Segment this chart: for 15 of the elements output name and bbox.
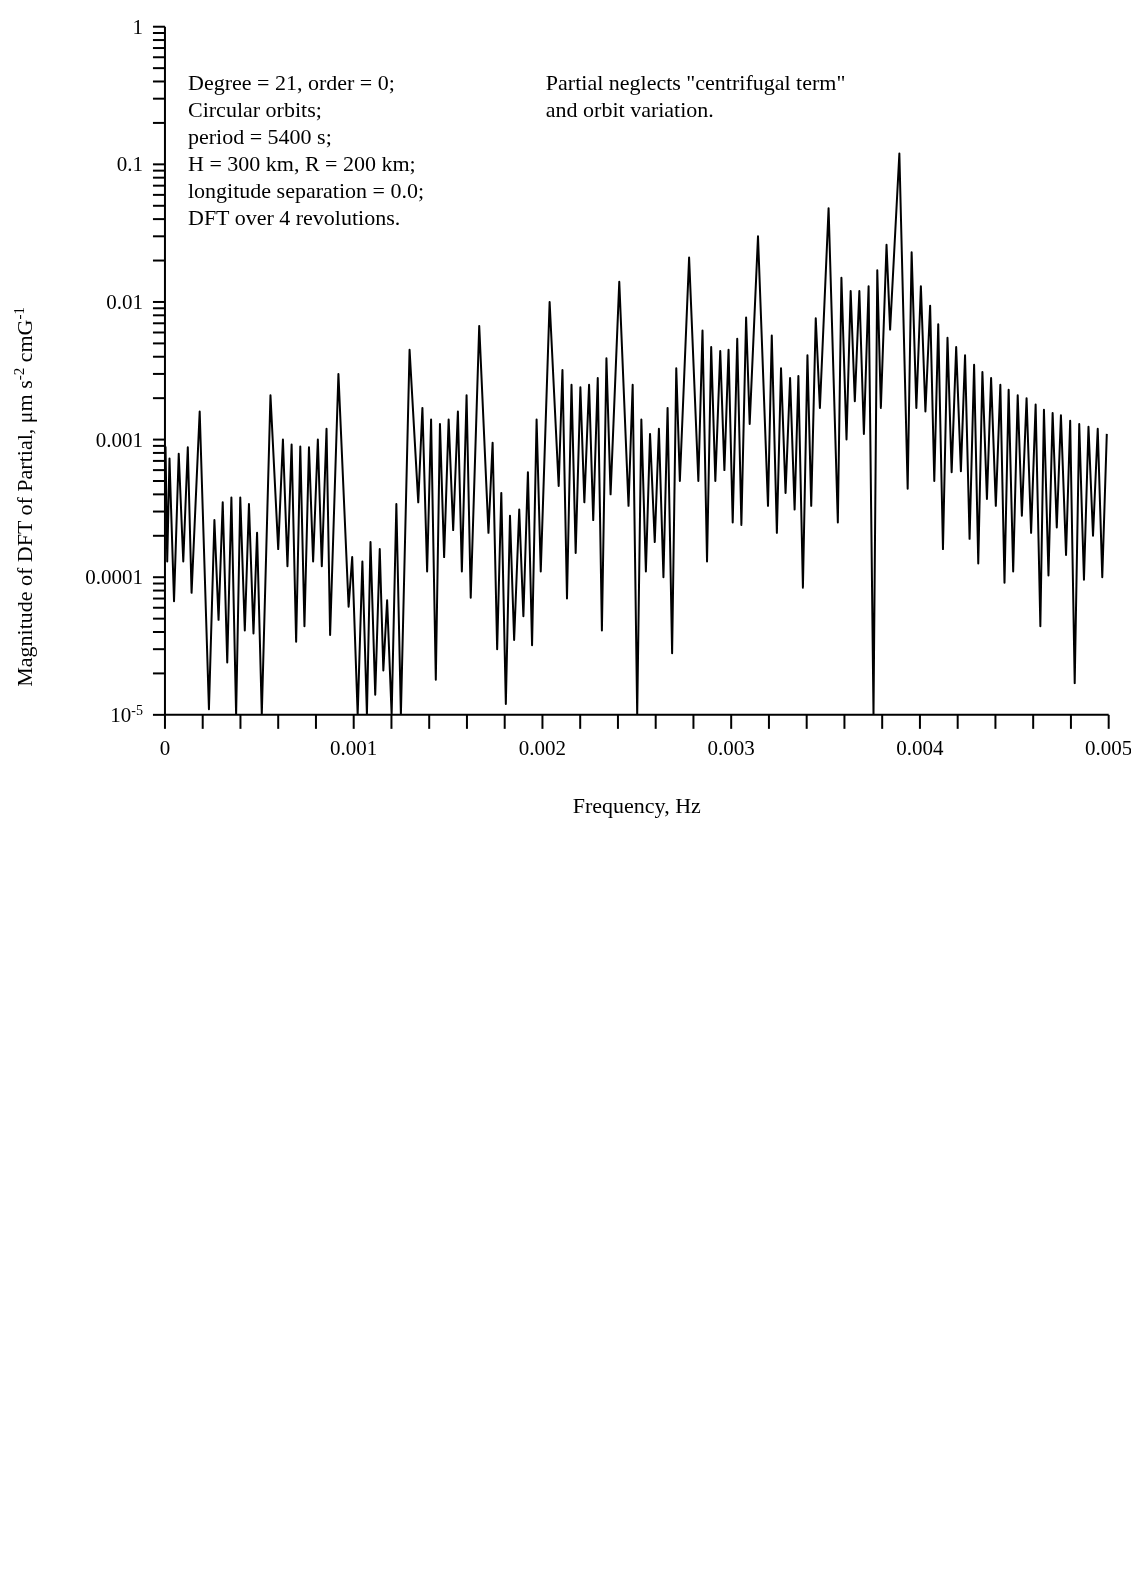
x-tick-label: 0.005 bbox=[1085, 735, 1133, 760]
y-tick-label: 1 bbox=[132, 14, 143, 39]
y-tick-label: 0.001 bbox=[95, 427, 143, 452]
x-axis-title: Frequency, Hz bbox=[572, 793, 702, 818]
annotation: Degree = 21, order = 0; Circular orbits; period = 5400 s; H = 300 km, R = 200 km; longitude separation = 0.0; DFT over 4 revolutions. bbox=[188, 70, 425, 231]
x-tick-label: 0.003 bbox=[707, 735, 755, 760]
x-tick-label: 0.001 bbox=[330, 735, 378, 760]
y-tick-label: 0.0001 bbox=[85, 565, 143, 590]
y-tick-label: 0.01 bbox=[106, 289, 143, 314]
x-tick-label: 0.002 bbox=[518, 735, 567, 760]
annotation: Partial neglects "centrifugal term" and orbit variation. bbox=[545, 70, 846, 123]
y-tick-label: 10$^{-5}$ bbox=[110, 702, 143, 727]
x-tick-label: 0.004 bbox=[896, 735, 945, 760]
y-tick-label: 0.1 bbox=[116, 152, 143, 177]
x-tick-label: 0 bbox=[159, 735, 171, 760]
